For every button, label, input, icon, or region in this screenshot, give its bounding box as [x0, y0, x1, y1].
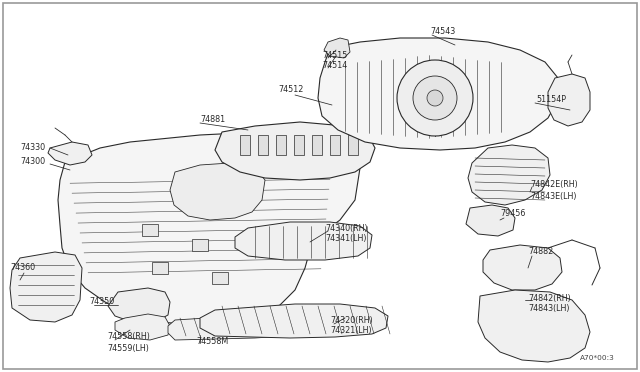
Polygon shape — [276, 135, 286, 155]
Polygon shape — [108, 288, 170, 322]
Text: 74320(RH): 74320(RH) — [330, 315, 372, 324]
Text: 74300: 74300 — [20, 157, 45, 167]
Polygon shape — [212, 272, 228, 284]
Text: 79456: 79456 — [500, 208, 525, 218]
Polygon shape — [468, 145, 550, 205]
Circle shape — [413, 76, 457, 120]
Text: 74512: 74512 — [278, 86, 303, 94]
Polygon shape — [294, 135, 304, 155]
Text: 74559(LH): 74559(LH) — [107, 343, 149, 353]
Polygon shape — [115, 314, 170, 340]
Text: 74843(LH): 74843(LH) — [528, 305, 570, 314]
Polygon shape — [192, 239, 208, 251]
Text: A70*00:3: A70*00:3 — [580, 355, 615, 361]
Polygon shape — [548, 74, 590, 126]
Text: 74330: 74330 — [20, 142, 45, 151]
Polygon shape — [324, 38, 350, 58]
Text: 74882: 74882 — [528, 247, 553, 257]
Polygon shape — [240, 135, 250, 155]
Polygon shape — [235, 222, 372, 260]
Polygon shape — [152, 262, 168, 274]
Polygon shape — [348, 135, 358, 155]
Text: 74558(RH): 74558(RH) — [107, 333, 150, 341]
Polygon shape — [48, 142, 92, 165]
Text: 74341(LH): 74341(LH) — [325, 234, 367, 244]
Polygon shape — [258, 135, 268, 155]
Polygon shape — [478, 290, 590, 362]
Text: 74843E(LH): 74843E(LH) — [530, 192, 577, 201]
Text: 74514: 74514 — [322, 61, 348, 70]
Text: 74842E(RH): 74842E(RH) — [530, 180, 578, 189]
Polygon shape — [466, 205, 515, 236]
Polygon shape — [318, 38, 558, 150]
Polygon shape — [483, 245, 562, 290]
Text: 74881: 74881 — [200, 115, 225, 125]
Text: 74321(LH): 74321(LH) — [330, 327, 372, 336]
Text: 74515: 74515 — [322, 51, 348, 60]
Text: 74360: 74360 — [10, 263, 35, 272]
Text: 74543: 74543 — [430, 28, 455, 36]
Polygon shape — [10, 252, 82, 322]
Polygon shape — [312, 135, 322, 155]
Polygon shape — [168, 315, 288, 340]
Text: 74350: 74350 — [89, 298, 115, 307]
Polygon shape — [215, 122, 375, 180]
Polygon shape — [58, 133, 360, 325]
Polygon shape — [170, 163, 265, 220]
Circle shape — [427, 90, 443, 106]
Text: 51154P: 51154P — [536, 96, 566, 105]
Polygon shape — [200, 304, 388, 338]
Polygon shape — [142, 224, 158, 236]
Polygon shape — [330, 135, 340, 155]
Text: 74340(RH): 74340(RH) — [325, 224, 367, 232]
Text: 74558M: 74558M — [196, 337, 228, 346]
Text: 74842(RH): 74842(RH) — [528, 294, 571, 302]
Circle shape — [397, 60, 473, 136]
